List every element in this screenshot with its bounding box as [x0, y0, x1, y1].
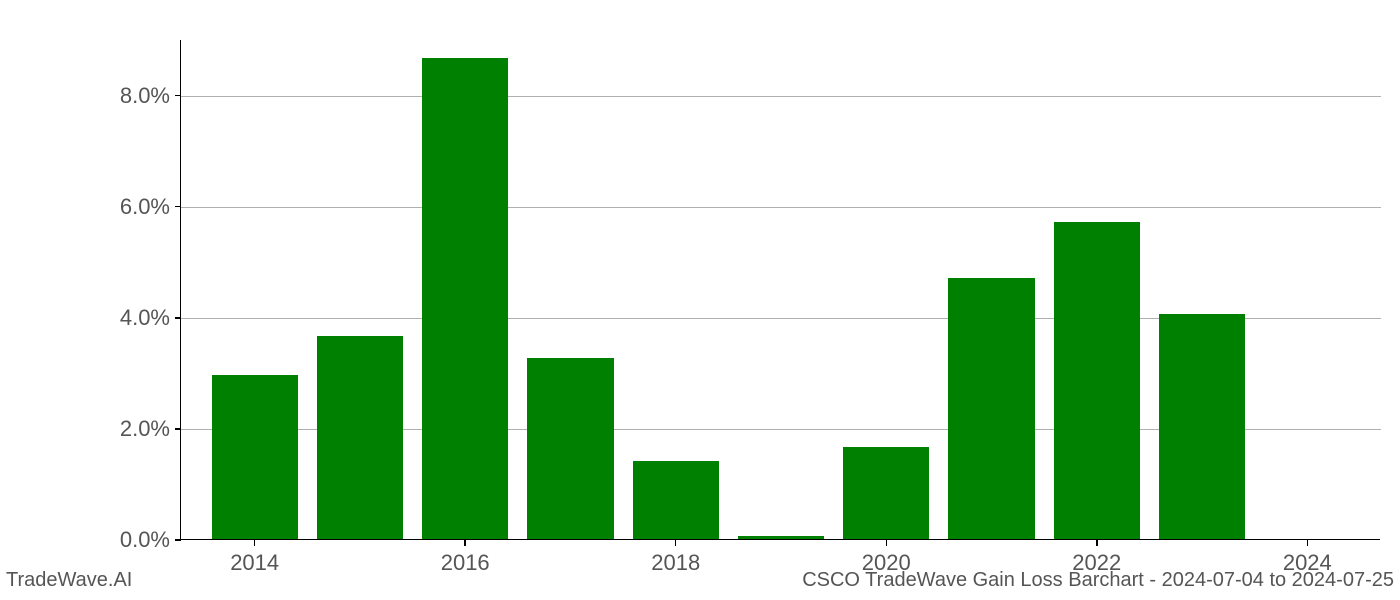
- chart-container: 201420162018202020222024: [180, 40, 1380, 540]
- bar: [843, 447, 929, 539]
- bar: [633, 461, 719, 539]
- footer-left-text: TradeWave.AI: [6, 569, 132, 592]
- bar: [738, 536, 824, 539]
- ytick-label: 2.0%: [90, 416, 170, 442]
- bar: [1159, 314, 1245, 539]
- ytick-mark: [175, 317, 181, 319]
- ytick-label: 6.0%: [90, 194, 170, 220]
- xtick-mark: [675, 540, 677, 546]
- ytick-mark: [175, 206, 181, 208]
- ytick-mark: [175, 428, 181, 430]
- ytick-mark: [175, 95, 181, 97]
- bar: [527, 358, 613, 539]
- ytick-mark: [175, 539, 181, 541]
- xtick-label: 2014: [230, 550, 279, 576]
- bar: [948, 278, 1034, 539]
- gridline: [181, 207, 1381, 208]
- bar: [1054, 222, 1140, 539]
- xtick-mark: [1307, 540, 1309, 546]
- xtick-label: 2016: [441, 550, 490, 576]
- bar: [422, 58, 508, 539]
- xtick-mark: [886, 540, 888, 546]
- ytick-label: 4.0%: [90, 305, 170, 331]
- xtick-label: 2018: [651, 550, 700, 576]
- plot-area: 201420162018202020222024: [180, 40, 1380, 540]
- ytick-label: 8.0%: [90, 83, 170, 109]
- footer-right-text: CSCO TradeWave Gain Loss Barchart - 2024…: [802, 569, 1394, 592]
- bar: [317, 336, 403, 539]
- xtick-mark: [1096, 540, 1098, 546]
- xtick-mark: [254, 540, 256, 546]
- ytick-label: 0.0%: [90, 527, 170, 553]
- xtick-mark: [464, 540, 466, 546]
- bar: [212, 375, 298, 539]
- gridline: [181, 96, 1381, 97]
